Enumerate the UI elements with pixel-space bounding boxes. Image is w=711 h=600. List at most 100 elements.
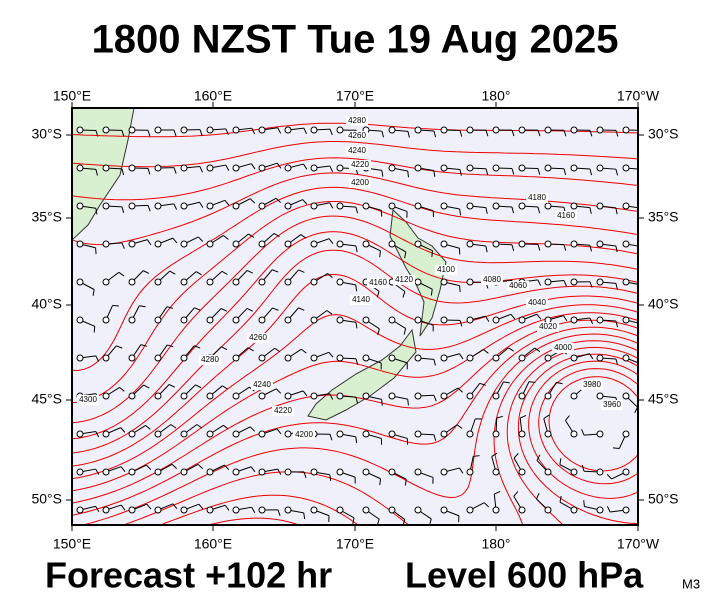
barb-flag — [173, 203, 178, 210]
station — [466, 316, 474, 324]
barb-flag — [221, 270, 228, 275]
station — [544, 430, 552, 438]
barb-flag — [355, 397, 359, 404]
barb-flag — [511, 244, 515, 252]
barb-flag — [355, 284, 358, 292]
lon-label: 170°E — [336, 536, 374, 552]
station — [76, 430, 84, 438]
lon-label: 170°W — [617, 88, 660, 104]
barb-flag — [485, 245, 488, 253]
contour-label: 4140 — [352, 295, 370, 304]
contour-label: 4180 — [528, 193, 546, 202]
barb-flag — [459, 169, 462, 176]
barb-flag — [251, 506, 256, 513]
station — [336, 392, 344, 400]
lon-label: 180° — [482, 88, 511, 104]
station — [284, 430, 292, 438]
lon-label: 160°E — [194, 536, 232, 552]
barb-flag — [355, 245, 358, 253]
station — [102, 506, 110, 514]
station — [76, 240, 84, 248]
contour-label-box — [346, 116, 368, 126]
contour-label: 3960 — [603, 400, 621, 409]
barb-flag — [563, 168, 567, 175]
station — [310, 164, 318, 172]
barb-flag — [147, 168, 151, 175]
barb-flag — [381, 399, 383, 406]
station — [388, 392, 396, 400]
station — [336, 240, 344, 248]
barb-flag — [277, 468, 282, 475]
station — [362, 240, 370, 248]
barb-flag — [483, 349, 489, 354]
station — [128, 392, 136, 400]
contour-label: 4260 — [249, 333, 267, 342]
station — [518, 126, 526, 134]
station — [154, 240, 162, 248]
station — [440, 240, 448, 248]
station — [596, 278, 604, 286]
station — [258, 240, 266, 248]
station — [102, 316, 110, 324]
barb-flag — [116, 345, 123, 349]
station — [154, 202, 162, 210]
barb-flag — [273, 233, 280, 238]
barb-flag — [329, 165, 334, 172]
station — [336, 126, 344, 134]
station — [492, 126, 500, 134]
contour-line — [72, 304, 638, 480]
barb-flag — [483, 502, 490, 508]
station — [102, 202, 110, 210]
station — [232, 240, 240, 248]
barb-flag — [246, 308, 254, 312]
barb-flag — [456, 424, 463, 429]
barb-flag — [272, 269, 279, 273]
station — [596, 202, 604, 210]
barb-flag — [459, 467, 464, 474]
station — [596, 354, 604, 362]
station — [284, 316, 292, 324]
station — [154, 430, 162, 438]
station — [362, 202, 370, 210]
barb-flag — [327, 273, 333, 278]
barb-flag — [615, 207, 618, 215]
station — [414, 354, 422, 362]
station — [544, 392, 552, 400]
station — [232, 468, 240, 476]
station — [570, 468, 578, 476]
contour-label-box — [581, 380, 603, 390]
barb-flag — [563, 244, 567, 251]
barb-flag — [92, 289, 95, 296]
station — [232, 126, 240, 134]
contour-label: 4260 — [348, 131, 366, 140]
station — [440, 164, 448, 172]
station — [102, 354, 110, 362]
station — [180, 468, 188, 476]
barb-flag — [459, 320, 463, 327]
barb-flag — [535, 493, 540, 500]
barb-flag — [121, 168, 125, 176]
barb-flag — [511, 168, 515, 175]
barb-flag — [615, 320, 619, 328]
barb-flag — [224, 504, 230, 511]
station — [310, 126, 318, 134]
barb-flag — [565, 415, 570, 421]
lat-label: 30°S — [31, 126, 62, 142]
barb-flag — [199, 129, 203, 136]
station — [206, 506, 214, 514]
barb-flag — [95, 468, 100, 475]
station — [518, 430, 526, 438]
station — [336, 278, 344, 286]
station — [518, 164, 526, 172]
station — [180, 354, 188, 362]
station — [596, 316, 604, 324]
contour-label: 4280 — [201, 355, 219, 364]
contour-label: 4120 — [395, 275, 413, 284]
station — [492, 392, 500, 400]
station — [258, 430, 266, 438]
station — [544, 278, 552, 286]
lon-label: 150°E — [53, 536, 91, 552]
contour-label: 4220 — [274, 406, 292, 415]
barb-flag — [615, 283, 618, 290]
station — [284, 468, 292, 476]
